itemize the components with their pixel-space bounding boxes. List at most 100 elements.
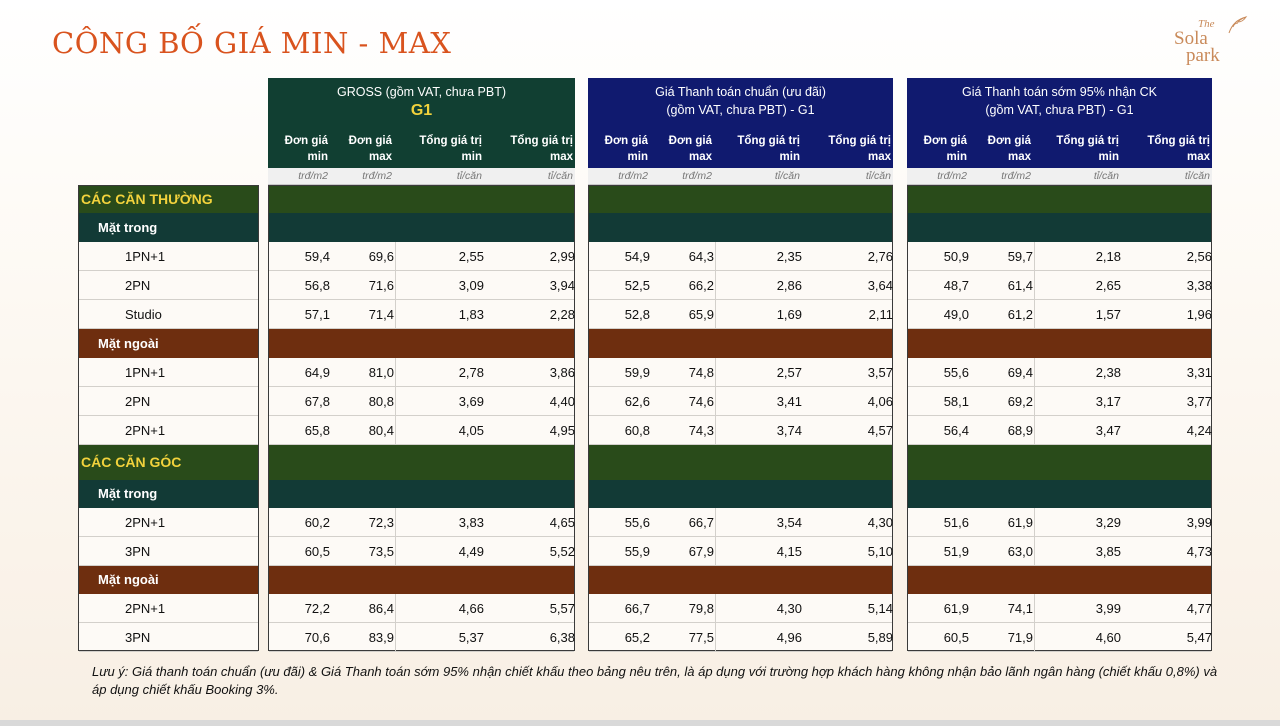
price-cell: 5,37 [395,623,484,651]
price-cell: 74,8 [688,364,714,380]
table-row: 59,4 69,6 2,55 2,99 [269,242,575,271]
price-cell: 55,6 [943,364,969,380]
units-row: trđ/m2 trđ/m2 tỉ/căn tỉ/căn [268,168,575,185]
table-row: 70,6 83,9 5,37 6,38 [269,623,575,652]
unit-label: tỉ/căn [865,170,891,182]
table-row: 48,7 61,4 2,65 3,38 [908,271,1212,300]
table-row: 2PN [79,387,258,416]
price-cell: 48,7 [943,277,969,293]
price-cell: 77,5 [688,629,714,645]
group-header-2: Giá Thanh toán chuẩn (ưu đãi) (gồm VAT, c… [588,78,893,168]
price-cell: 83,9 [368,629,394,645]
table-row: 55,9 67,9 4,15 5,10 [589,537,893,566]
subsection-row [589,566,892,594]
price-cell: 54,9 [624,248,650,264]
price-cell: 4,95 [549,422,575,438]
price-cell: 4,96 [715,623,802,651]
price-cell: 74,6 [688,393,714,409]
column-header-line1: Đơn giá [284,135,328,147]
price-cell: 4,49 [395,537,484,565]
group-header-subtitle: (gồm VAT, chưa PBT) - G1 [985,103,1134,117]
price-cell: 2,18 [1034,242,1121,270]
price-cell: 69,2 [1007,393,1033,409]
table-row: 65,8 80,4 4,05 4,95 [269,416,575,445]
unit-type-label: 2PN [125,278,151,293]
price-cell: 66,7 [624,600,650,616]
table-row: 2PN+1 [79,594,258,623]
price-cell: 5,14 [867,600,893,616]
price-cell: 71,9 [1007,629,1033,645]
unit-type-label: Studio [125,307,162,322]
unit-label: tỉ/căn [1093,170,1119,182]
price-cell: 2,11 [868,306,893,322]
price-cell: 61,2 [1007,306,1033,322]
price-cell: 3,09 [395,271,484,299]
leaf-icon [1228,15,1248,34]
price-cell: 56,4 [943,422,969,438]
section-row: CÁC CĂN THƯỜNG [79,186,258,213]
price-cell: 51,6 [943,514,969,530]
unit-type-label: 2PN+1 [125,601,166,616]
column-header-line1: Tổng giá trị [419,135,482,147]
column-header-line1: Tổng giá trị [1056,135,1119,147]
table-row: 57,1 71,4 1,83 2,28 [269,300,575,329]
units-row: trđ/m2 trđ/m2 tỉ/căn tỉ/căn [588,168,893,185]
price-cell: 69,6 [368,248,394,264]
price-cell: 63,0 [1007,543,1033,559]
column-header: Đơn giá min [268,133,328,165]
price-cell: 3,57 [867,364,893,380]
price-cell: 61,9 [943,600,969,616]
price-cell: 3,69 [395,387,484,415]
section-label: CÁC CĂN THƯỜNG [81,191,213,207]
price-cell: 5,10 [867,543,893,559]
table-row: 49,0 61,2 1,57 1,96 [908,300,1212,329]
table-row: 66,7 79,8 4,30 5,14 [589,594,893,623]
column-header: Đơn giá max [650,133,712,165]
column-header-line2: max [1007,151,1031,163]
table-row: 61,9 74,1 3,99 4,77 [908,594,1212,623]
section-label: CÁC CĂN GÓC [81,454,182,470]
price-cell: 1,57 [1034,300,1121,328]
price-cell: 68,9 [1007,422,1033,438]
column-header-line2: min [779,151,800,163]
group-header-title: GROSS (gồm VAT, chưa PBT) [336,85,507,99]
price-cell: 4,65 [549,514,575,530]
price-cell: 6,38 [549,629,575,645]
column-header: Đơn giá min [588,133,648,165]
column-header-line2: max [867,151,891,163]
price-cell: 2,65 [1034,271,1121,299]
price-cell: 49,0 [943,306,969,322]
table-row: 56,4 68,9 3,47 4,24 [908,416,1212,445]
table-row: 60,5 71,9 4,60 5,47 [908,623,1212,652]
table-row: 60,5 73,5 4,49 5,52 [269,537,575,566]
unit-label: tỉ/căn [774,170,800,182]
price-cell: 4,30 [715,594,802,622]
table-row: 67,8 80,8 3,69 4,40 [269,387,575,416]
column-header: Đơn giá min [907,133,967,165]
subsection-row [589,213,892,242]
table-row: 1PN+1 [79,242,258,271]
price-cell: 60,5 [943,629,969,645]
price-cell: 64,9 [304,364,330,380]
unit-label: tỉ/căn [547,170,573,182]
price-cell: 66,7 [688,514,714,530]
table-row: 60,8 74,3 3,74 4,57 [589,416,893,445]
price-cell: 2,38 [1034,358,1121,386]
price-cell: 2,57 [715,358,802,386]
subsection-row: Mặt trong [79,480,258,508]
subsection-row: Mặt trong [79,213,258,242]
price-cell: 73,5 [368,543,394,559]
price-cell: 51,9 [943,543,969,559]
units-row: trđ/m2 trđ/m2 tỉ/căn tỉ/căn [907,168,1212,185]
unit-label: trđ/m2 [937,170,967,182]
price-cell: 4,57 [867,422,893,438]
price-cell: 55,9 [624,543,650,559]
unit-label: trđ/m2 [362,170,392,182]
price-cell: 60,8 [624,422,650,438]
column-header-line1: Tổng giá trị [510,135,573,147]
column-header: Tổng giá trị min [394,133,482,165]
section-row [589,445,892,480]
price-cell: 79,8 [688,600,714,616]
table-row: 52,8 65,9 1,69 2,11 [589,300,893,329]
price-cell: 3,64 [867,277,893,293]
